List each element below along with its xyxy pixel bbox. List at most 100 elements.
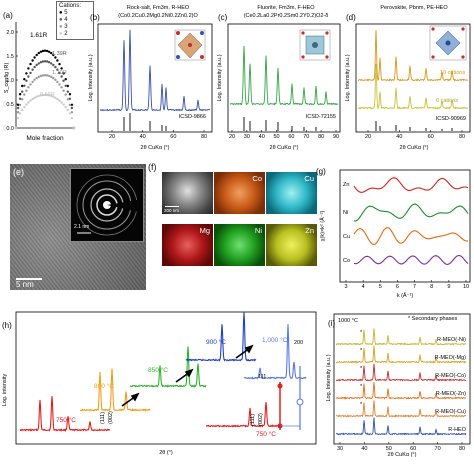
insitu-xrd-h800 [79,368,151,412]
entropy-point-2-20 [56,80,59,84]
panel-h-ylabel: Log. intensity [2,374,8,407]
entropy-point-2-16 [47,74,51,78]
panel-d-plot: (d) Perovskite, Pbnm, PE-HEO 10 cations … [345,5,471,151]
peak-200: 200 [294,340,303,346]
d-ticklabel-3: 80 [459,134,465,140]
g-ticklabel-7: 10 [463,284,469,290]
entropy-point-3-13 [41,93,45,97]
entropy-point-2-14 [43,74,47,77]
insitu-xrd-h900 [185,312,257,362]
i-ticklabel-1: 40 [361,446,367,452]
entropy-point-2-27 [70,111,74,114]
panel-b: (b) Rock-salt, Fm3m, R-HEO (Co0.2Cu0.2Mg… [88,0,216,152]
panel-a-ylabel: S_config (R) [4,63,10,94]
entropy-point-3-9 [33,96,36,100]
entropy-point-3-11 [37,94,40,98]
panel-d: (d) Perovskite, Pbnm, PE-HEO 10 cations … [344,0,474,152]
d-ticklabel-2: 60 [428,134,434,140]
curve-label-cu: Cu [343,234,350,240]
entropy-point-3-28 [72,126,76,130]
entropy-point-1-7 [29,71,32,75]
panel-b-xlabel: 2θ CuKα (°) [141,145,170,151]
g-ticklabel-2: 5 [379,284,382,290]
entropy-point-1-6 [27,75,30,78]
i-ticklabel-3: 60 [410,446,416,452]
panel-i: (i) 1000 °C * Secondary phases R-MEO(-Ni… [326,306,474,460]
i-curve-label-5: R-HEO [448,427,466,433]
insitu-xrd-h750 [20,396,111,433]
entropy-point-0-2 [18,93,22,96]
g-ticklabel-4: 7 [413,284,416,290]
legend-3: 3 [64,24,68,30]
panel-g-plot: (g) Zn Ni Cu Co 3 4 5 6 7 8 9 10 χ(k)×k² (Å⁻²) … [316,167,471,299]
entropy-point-1-27 [70,106,74,110]
panel-d-ref: ICSD-90969 [436,116,466,122]
i-curve-3 [335,382,467,400]
panel-i-plot: (i) 1000 °C * Secondary phases R-MEO(-Ni… [326,313,471,458]
entropy-point-2-22 [60,86,63,89]
c-ticklabel-6: 80 [318,134,324,140]
entropy-point-1-4 [23,84,26,88]
entropy-point-3-2 [18,112,22,115]
entropy-point-0-23 [62,72,65,75]
i-curve-label-3: R-MEO(-Zn) [436,391,466,397]
panel-d-xlabel: 2θ CuKα (°) [400,145,429,151]
temp-800: 800 °C [94,382,114,390]
cycle-indicator-icon [277,366,304,430]
temp-1000: 1,000 °C [262,336,288,344]
panel-f: (f) 200 nm Co Cu Mg Ni Zn [146,162,317,294]
entropy-point-1-23 [62,79,65,83]
insitu-xrd-750-cool [205,402,279,428]
rocksalt-xrd-line [99,29,211,112]
panel-g-ylabel: χ(k)×k² (Å⁻²) [319,210,326,241]
legend-4: 4 [64,17,68,23]
entropy-point-1-19 [54,65,57,69]
entropy-point-1-20 [56,68,59,71]
panel-c: (c) Fluorite, Fm3m, F-HEO (Ce0.2La0.2Pr0… [216,0,344,152]
entropy-point-3-17 [50,94,53,98]
curve-label-co: Co [343,258,350,264]
insitu-xrd-h1000 [243,324,307,380]
entropy-point-3-25 [66,108,70,112]
map-scalebar-label: 200 nm [164,208,180,213]
entropy-point-2-13 [41,74,45,77]
annotation-161R: 1.61R [30,32,48,39]
entropy-point-0-12 [39,50,43,53]
eds-map-cu: Cu [266,172,317,214]
entropy-point-2-4 [23,93,26,96]
entropy-point-2-11 [37,75,40,79]
panel-a: (a) 0.0 0.5 1.0 1.5 2.0 1.61R 1.39R 1.10R 0.… [0,0,94,152]
entropy-point-0-16 [47,50,51,53]
entropy-point-1-9 [33,65,36,69]
panel-h-xlabel: 2θ (°) [159,450,173,456]
exafs-curve-3 [353,254,469,265]
entropy-point-3-27 [70,116,74,120]
a-yticklabel-1: 0.5 [6,102,14,108]
entropy-point-3-4 [23,105,26,109]
panel-c-ylabel: Log. Intensity (a.u.) [217,54,223,101]
secondary-phase-marker-1: * [360,348,363,354]
reflection-4: (002) [258,413,264,426]
eds-map-grayscale: 200 nm [162,172,213,214]
c-ticklabel-2: 40 [259,134,265,140]
g-ticklabel-1: 4 [362,284,365,290]
entropy-point-2-17 [50,75,53,79]
b-ticklabel-3: 80 [201,134,207,140]
entropy-point-0-27 [70,103,74,107]
exafs-curve-0 [353,177,469,193]
panel-e-tem-image: 2.1 nm (e) 5 nm [10,164,146,290]
a-yticklabel-3: 1.5 [6,54,14,60]
entropy-point-0-17 [50,51,53,55]
panel-d-ylabel: Log. Intensity (a.u.) [345,54,351,101]
entropy-point-0-10 [35,53,38,57]
panel-c-ref: ICSD-72155 [306,114,336,120]
peak-111: 111 [258,374,266,380]
arrow-icon [121,344,254,407]
legend-2: 2 [64,31,68,37]
entropy-point-0-5 [25,72,28,75]
g-ticklabel-0: 3 [344,284,347,290]
i-ticklabel-4: 70 [435,446,441,452]
entropy-point-3-26 [68,112,72,115]
entropy-point-0-26 [68,93,72,96]
g-ticklabel-6: 9 [447,284,450,290]
